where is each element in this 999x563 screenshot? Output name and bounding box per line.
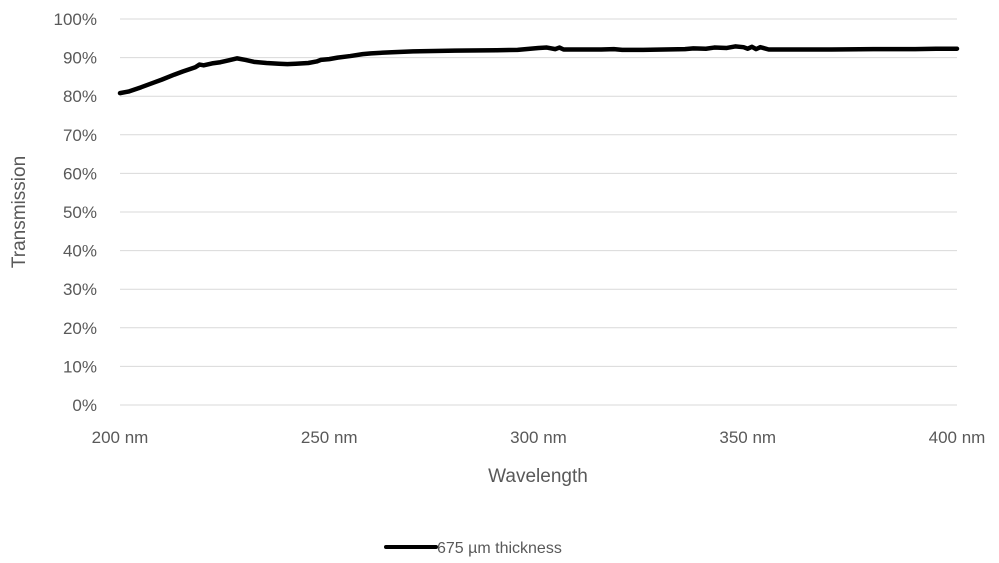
y-tick-label: 0% <box>72 396 97 415</box>
x-tick-label: 200 nm <box>92 428 149 447</box>
y-tick-label: 90% <box>63 49 97 68</box>
x-axis-title: Wavelength <box>488 466 588 487</box>
y-tick-label: 80% <box>63 87 97 106</box>
y-tick-label: 50% <box>63 203 97 222</box>
y-tick-label: 30% <box>63 280 97 299</box>
x-axis-tick-labels: 200 nm 250 nm 300 nm 350 nm 400 nm <box>92 428 986 447</box>
y-tick-label: 60% <box>63 164 97 183</box>
y-axis-title: Transmission <box>9 156 30 268</box>
y-tick-label: 100% <box>54 10 97 29</box>
gridlines <box>120 18 957 406</box>
y-tick-label: 40% <box>63 242 97 261</box>
y-tick-label: 10% <box>63 357 97 376</box>
y-axis-tick-labels: 0% 10% 20% 30% 40% 50% 60% 70% 80% 90% 100% <box>54 10 97 415</box>
x-tick-label: 250 nm <box>301 428 358 447</box>
y-tick-label: 20% <box>63 319 97 338</box>
x-tick-label: 300 nm <box>510 428 567 447</box>
series-line-0 <box>117 44 960 96</box>
legend-label: 675 µm thickness <box>437 540 562 557</box>
legend: 675 µm thickness <box>384 540 562 557</box>
x-tick-label: 400 nm <box>929 428 986 447</box>
y-tick-label: 70% <box>63 126 97 145</box>
x-tick-label: 350 nm <box>719 428 776 447</box>
series-lines <box>117 44 960 96</box>
